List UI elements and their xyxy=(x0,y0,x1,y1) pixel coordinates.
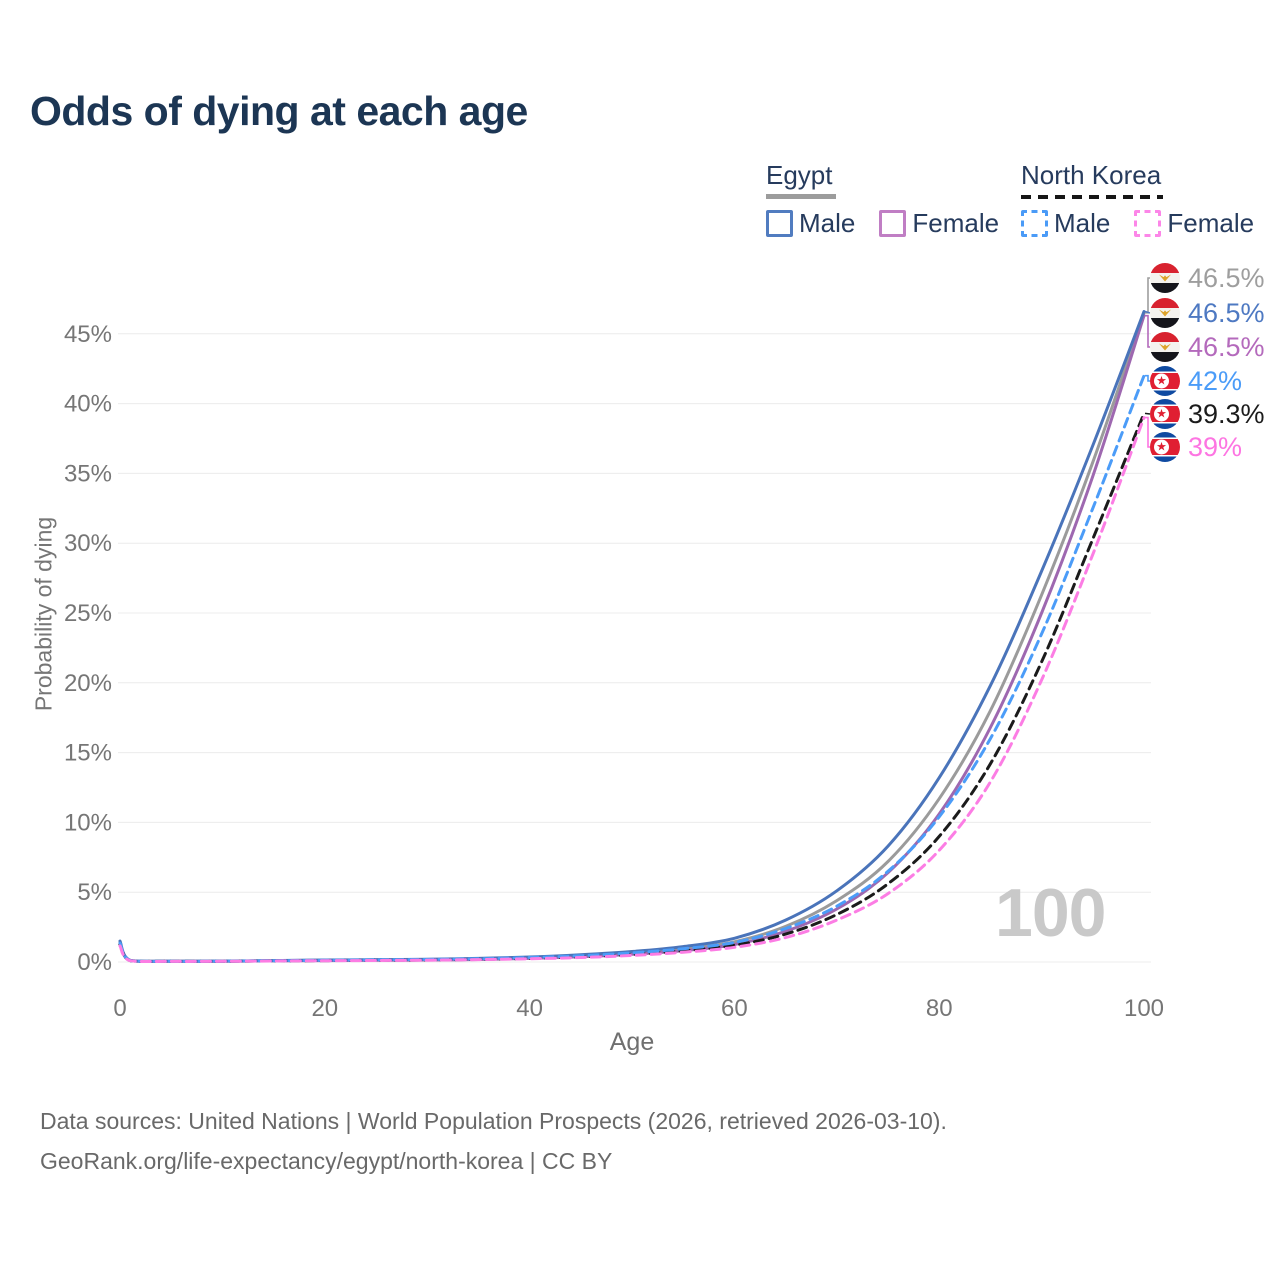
legend-item-north-korea-male[interactable]: Male xyxy=(1021,208,1110,239)
end-label-connector xyxy=(1145,416,1150,448)
legend-group-title-egypt: Egypt xyxy=(766,160,833,190)
end-label: 46.5% xyxy=(1150,263,1265,293)
x-tick-label: 0 xyxy=(113,995,126,1022)
legend-item-label: Female xyxy=(1167,208,1255,238)
x-tick-label: 40 xyxy=(516,995,543,1022)
y-tick-label: 10% xyxy=(64,809,112,836)
end-label: 46.5% xyxy=(1150,332,1265,362)
end-label-value: 46.5% xyxy=(1188,263,1265,293)
x-tick-label: 20 xyxy=(311,995,338,1022)
end-label-value: 46.5% xyxy=(1188,332,1265,362)
x-tick-label: 80 xyxy=(926,995,953,1022)
north-korea-flag-icon xyxy=(1150,366,1180,396)
egypt-male-swatch-icon xyxy=(766,210,793,237)
x-tick-label: 60 xyxy=(721,995,748,1022)
legend-underline-egypt-solid xyxy=(766,194,836,199)
series-line-north-korea-female[interactable] xyxy=(118,416,1146,963)
end-label-connector xyxy=(1145,374,1150,382)
north-korea-flag-icon xyxy=(1150,399,1180,429)
end-label-value: 39.3% xyxy=(1188,399,1265,429)
end-label-value: 46.5% xyxy=(1188,298,1265,328)
series-line-egypt-both-sexes[interactable] xyxy=(118,311,1146,963)
end-label: 42% xyxy=(1150,366,1242,396)
legend-item-label: Male xyxy=(1054,208,1111,238)
legend-group-north-korea: North Korea Male Female xyxy=(1021,160,1254,239)
y-tick-label: 25% xyxy=(64,600,112,627)
end-label: 39.3% xyxy=(1150,399,1265,429)
egypt-flag-icon xyxy=(1150,263,1180,293)
page-title: Odds of dying at each age xyxy=(30,88,528,134)
end-label-connector xyxy=(1145,314,1150,348)
y-tick-label: 15% xyxy=(64,740,112,767)
legend-item-label: Male xyxy=(799,208,856,238)
x-axis-title: Age xyxy=(609,1028,655,1056)
north-korea-flag-icon xyxy=(1150,432,1180,462)
end-label: 39% xyxy=(1150,432,1242,462)
series-line-egypt-male[interactable] xyxy=(118,310,1146,963)
north-korea-male-swatch-icon xyxy=(1021,210,1048,237)
end-label: 46.5% xyxy=(1150,298,1265,328)
y-tick-label: 30% xyxy=(64,530,112,557)
north-korea-female-swatch-icon xyxy=(1134,210,1162,237)
y-tick-label: 0% xyxy=(77,949,112,976)
legend-item-egypt-female[interactable]: Female xyxy=(879,208,999,239)
legend-item-egypt-male[interactable]: Male xyxy=(766,208,855,239)
series-line-north-korea-male[interactable] xyxy=(118,374,1146,963)
end-label-connector xyxy=(1145,277,1150,314)
series-line-egypt-female[interactable] xyxy=(118,314,1146,963)
y-tick-label: 40% xyxy=(64,391,112,418)
y-tick-label: 5% xyxy=(77,879,112,906)
legend-group-title-north-korea: North Korea xyxy=(1021,160,1162,190)
legend-group-egypt: Egypt Male Female xyxy=(766,160,999,239)
egypt-female-swatch-icon xyxy=(879,210,907,237)
legend-underline-north-korea-dashed xyxy=(1021,195,1163,199)
footer-license-line: GeoRank.org/life-expectancy/egypt/north-… xyxy=(40,1148,613,1174)
legend-item-north-korea-female[interactable]: Female xyxy=(1134,208,1254,239)
egypt-flag-icon xyxy=(1150,332,1180,362)
legend-item-label: Female xyxy=(912,208,1000,238)
egypt-flag-icon xyxy=(1150,298,1180,328)
end-label-value: 39% xyxy=(1188,432,1243,462)
x-tick-label: 100 xyxy=(1124,995,1164,1022)
footer-source-line: Data sources: United Nations | World Pop… xyxy=(40,1108,947,1134)
y-tick-label: 20% xyxy=(64,670,112,697)
y-tick-label: 45% xyxy=(64,321,112,348)
y-tick-label: 35% xyxy=(64,460,112,487)
end-label-value: 42% xyxy=(1188,366,1243,396)
